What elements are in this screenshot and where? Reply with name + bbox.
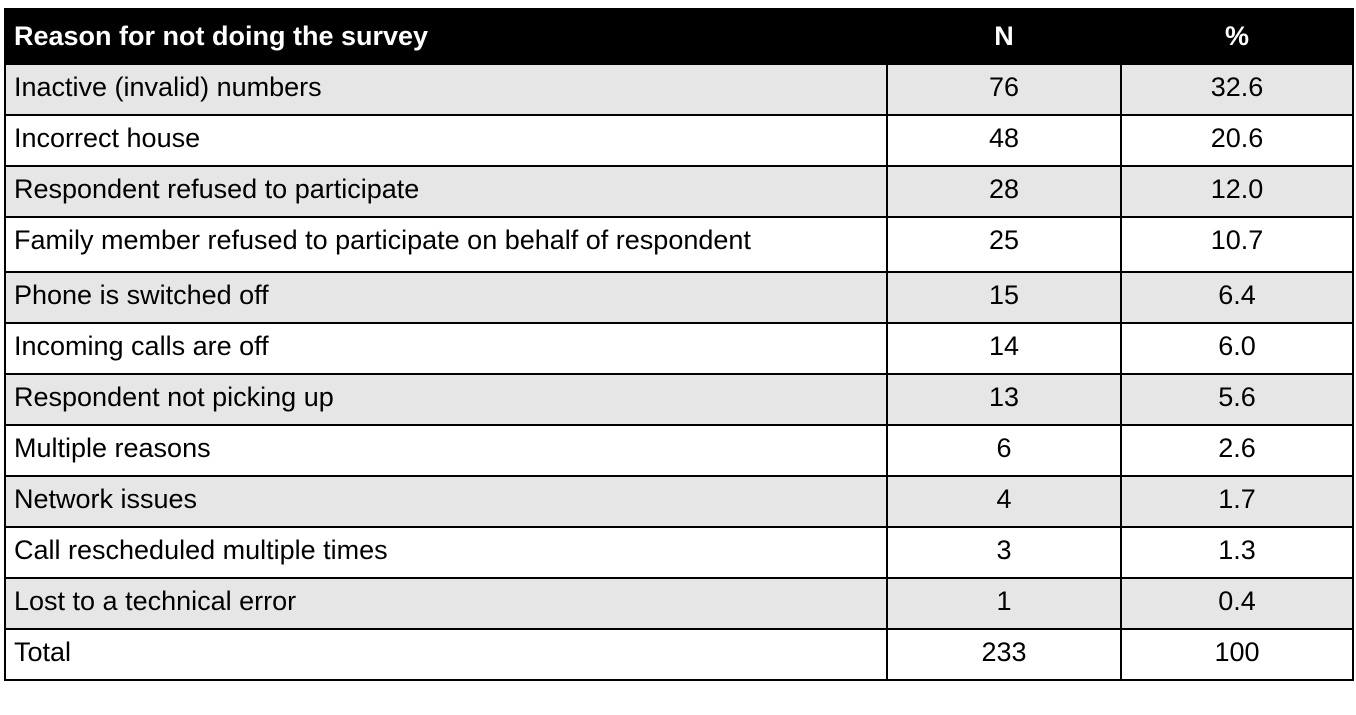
cell-reason: Incoming calls are off: [4, 322, 888, 375]
cell-reason: Network issues: [4, 475, 888, 528]
table-row: Multiple reasons 6 2.6: [4, 424, 1354, 477]
cell-reason: Multiple reasons: [4, 424, 888, 477]
table-row: Call rescheduled multiple times 3 1.3: [4, 526, 1354, 579]
cell-n: 1: [886, 577, 1122, 630]
cell-reason: Call rescheduled multiple times: [4, 526, 888, 579]
header-percent: %: [1120, 8, 1354, 65]
total-row: Total 233 100: [4, 628, 1354, 681]
cell-percent: 10.7: [1120, 216, 1354, 273]
cell-reason: Inactive (invalid) numbers: [4, 63, 888, 116]
cell-reason: Family member refused to participate on …: [4, 216, 888, 273]
cell-n: 6: [886, 424, 1122, 477]
table-row: Network issues 4 1.7: [4, 475, 1354, 528]
cell-reason: Incorrect house: [4, 114, 888, 167]
cell-percent: 12.0: [1120, 165, 1354, 218]
header-n: N: [886, 8, 1122, 65]
cell-percent: 32.6: [1120, 63, 1354, 116]
total-percent: 100: [1120, 628, 1354, 681]
header-row: Reason for not doing the survey N %: [4, 8, 1354, 65]
total-label: Total: [4, 628, 888, 681]
cell-percent: 20.6: [1120, 114, 1354, 167]
cell-percent: 2.6: [1120, 424, 1354, 477]
table-row: Respondent refused to participate 28 12.…: [4, 165, 1354, 218]
table-row: Phone is switched off 15 6.4: [4, 271, 1354, 324]
cell-percent: 6.0: [1120, 322, 1354, 375]
cell-percent: 5.6: [1120, 373, 1354, 426]
cell-percent: 1.3: [1120, 526, 1354, 579]
table-row: Inactive (invalid) numbers 76 32.6: [4, 63, 1354, 116]
cell-n: 14: [886, 322, 1122, 375]
cell-n: 4: [886, 475, 1122, 528]
cell-percent: 0.4: [1120, 577, 1354, 630]
cell-reason: Lost to a technical error: [4, 577, 888, 630]
cell-percent: 1.7: [1120, 475, 1354, 528]
cell-n: 15: [886, 271, 1122, 324]
header-reason: Reason for not doing the survey: [4, 8, 888, 65]
cell-reason: Respondent not picking up: [4, 373, 888, 426]
cell-n: 76: [886, 63, 1122, 116]
cell-reason: Respondent refused to participate: [4, 165, 888, 218]
table-row: Incorrect house 48 20.6: [4, 114, 1354, 167]
table-row: Family member refused to participate on …: [4, 216, 1354, 273]
table-body: Inactive (invalid) numbers 76 32.6 Incor…: [4, 63, 1354, 681]
cell-percent: 6.4: [1120, 271, 1354, 324]
table-header: Reason for not doing the survey N %: [4, 8, 1354, 65]
cell-n: 48: [886, 114, 1122, 167]
survey-reasons-table: Reason for not doing the survey N % Inac…: [4, 8, 1354, 681]
table-row: Lost to a technical error 1 0.4: [4, 577, 1354, 630]
cell-n: 13: [886, 373, 1122, 426]
cell-n: 25: [886, 216, 1122, 273]
cell-reason: Phone is switched off: [4, 271, 888, 324]
cell-n: 3: [886, 526, 1122, 579]
cell-n: 28: [886, 165, 1122, 218]
table-row: Respondent not picking up 13 5.6: [4, 373, 1354, 426]
table-row: Incoming calls are off 14 6.0: [4, 322, 1354, 375]
total-n: 233: [886, 628, 1122, 681]
survey-reasons-table-container: Reason for not doing the survey N % Inac…: [4, 8, 1354, 681]
